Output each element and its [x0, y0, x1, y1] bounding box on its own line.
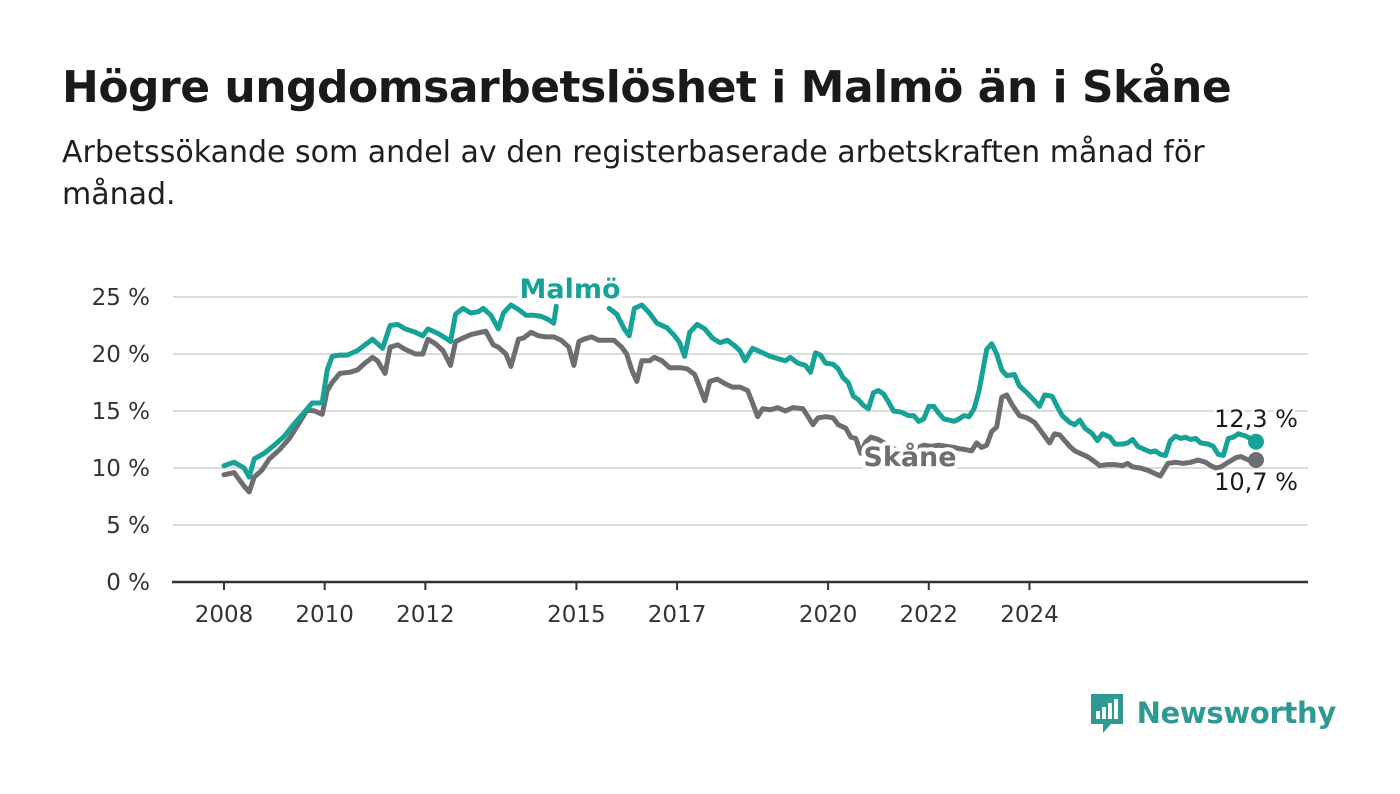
y-tick-label: 15 % — [92, 399, 150, 425]
y-tick-label: 5 % — [106, 513, 150, 539]
x-tick-label: 2015 — [547, 602, 606, 628]
newsworthy-logo: Newsworthy — [1089, 692, 1336, 734]
bar-chart-icon — [1090, 694, 1123, 733]
x-axis-ticks: 2008 2010 2012 2015 2017 2020 2022 2024 — [195, 582, 1059, 628]
series-lines — [221, 302, 1259, 495]
series-label-skane: Skåne — [863, 441, 956, 473]
y-axis-ticks: 0 % 5 % 10 % 15 % 20 % 25 % — [92, 285, 150, 596]
end-value-label-malmo: 12,3 % — [1214, 405, 1298, 433]
y-tick-label: 20 % — [92, 342, 150, 368]
brand-name: Newsworthy — [1136, 696, 1337, 730]
chart-subtitle: Arbetssökande som andel av den registerb… — [62, 135, 1205, 212]
series-labels: Malmö Skåne 12,3 % 10,7 % — [515, 270, 1300, 499]
x-tick-label: 2020 — [799, 602, 858, 628]
x-tick-label: 2012 — [396, 602, 455, 628]
series-line-skane — [221, 328, 1259, 495]
series-label-malmo: Malmö — [519, 274, 620, 305]
end-value-label-skane: 10,7 % — [1214, 468, 1298, 496]
end-point-skane — [1248, 452, 1264, 469]
x-tick-label: 2008 — [195, 602, 254, 628]
end-point-malmo — [1248, 433, 1264, 450]
x-tick-label: 2010 — [295, 602, 354, 628]
x-tick-label: 2024 — [1000, 602, 1059, 628]
y-tick-label: 10 % — [92, 456, 150, 482]
gridlines — [172, 296, 1308, 584]
x-tick-label: 2017 — [648, 602, 707, 628]
x-tick-label: 2022 — [900, 602, 959, 628]
series-line-malmo — [221, 302, 1259, 480]
y-tick-label: 0 % — [106, 570, 150, 596]
y-tick-label: 25 % — [92, 285, 150, 311]
chart-title: Högre ungdomsarbetslöshet i Malmö än i S… — [62, 62, 1232, 113]
